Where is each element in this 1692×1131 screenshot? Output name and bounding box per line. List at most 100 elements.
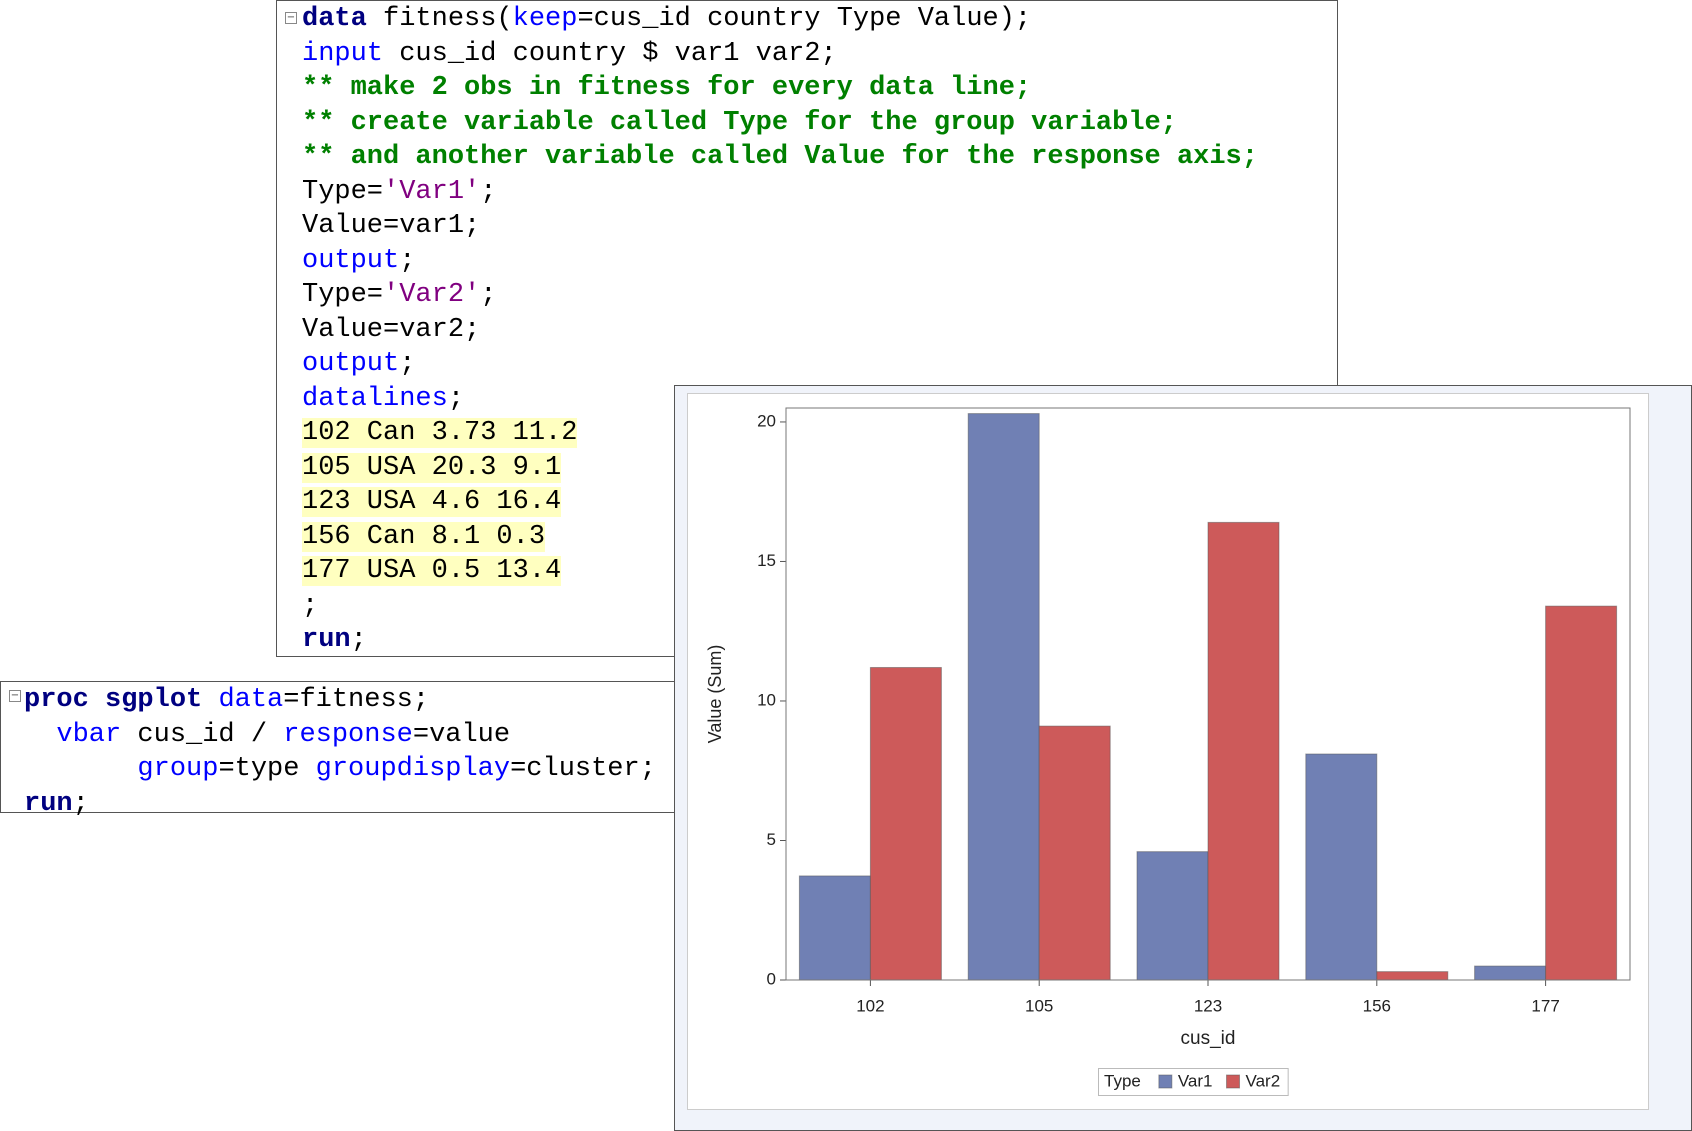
legend-label: Var1 <box>1178 1071 1213 1090</box>
x-tick-label: 102 <box>856 996 884 1015</box>
bar <box>798 875 871 981</box>
code-token: groupdisplay <box>315 754 511 784</box>
code-token: ** and another variable called Value for… <box>302 142 1258 172</box>
code-token: cus_id country $ var1 var2; <box>383 38 837 69</box>
code-line: 177 USA 0.5 13.4 <box>302 554 562 588</box>
legend-swatch <box>1158 1074 1173 1089</box>
code-token: run <box>302 625 351 655</box>
y-tick-label: 0 <box>767 969 776 988</box>
code-line: ; <box>302 589 318 623</box>
chart-window: 0 5 10 15 20 102 105 123 156 177 cus_id Value (Sum)… <box>674 385 1692 1131</box>
code-line: Value=var2; <box>302 313 480 347</box>
code-line: Value=var1; <box>302 209 480 243</box>
x-tick-label: 156 <box>1363 996 1391 1015</box>
code-token: output <box>302 245 400 276</box>
code-token: proc sgplot <box>24 685 203 715</box>
code-token: ** make 2 obs in fitness for every data … <box>302 73 1032 103</box>
code-token: ; <box>399 349 416 379</box>
code-token: Value=var2; <box>302 314 481 345</box>
code-token: cus_id / <box>121 719 284 750</box>
code-line: proc sgplot data=fitness; <box>24 683 429 717</box>
code-token: =value <box>412 719 511 750</box>
code-line: 102 Can 3.73 11.2 <box>302 416 578 450</box>
y-tick-label: 20 <box>757 411 776 430</box>
code-token: 105 USA 20.3 9.1 <box>302 452 562 483</box>
code-token: keep <box>512 4 578 34</box>
code-token: =fitness; <box>283 685 430 715</box>
code-token: vbar <box>24 719 122 750</box>
code-token: 177 USA 0.5 13.4 <box>302 556 562 586</box>
x-tick-label: 105 <box>1025 996 1053 1015</box>
bar <box>1474 965 1547 981</box>
bar <box>1207 521 1280 981</box>
code-token <box>202 685 218 715</box>
fold-marker[interactable]: − <box>9 690 21 702</box>
code-token: run <box>24 788 73 819</box>
fold-marker[interactable]: − <box>285 12 297 24</box>
code-token: 156 Can 8.1 0.3 <box>302 521 546 552</box>
code-line: output; <box>302 244 415 278</box>
legend-label: Var2 <box>1246 1071 1281 1090</box>
code-token: Type= <box>302 176 384 207</box>
bar <box>1038 725 1111 981</box>
code-editor: − data fitness(keep=cus_id country Type … <box>276 0 1338 657</box>
code-token: ** create variable called Type for the g… <box>302 107 1177 138</box>
x-axis-label: cus_id <box>1181 1028 1236 1049</box>
legend-box <box>1098 1068 1289 1096</box>
code-token: 123 USA 4.6 16.4 <box>302 487 562 517</box>
code-token: 'Var2' <box>383 280 481 310</box>
code-token: data <box>302 4 367 34</box>
legend-swatch <box>1226 1074 1241 1089</box>
code-line: Type='Var2'; <box>302 278 496 312</box>
x-tick-label: 123 <box>1194 996 1222 1015</box>
code-line: ** and another variable called Value for… <box>302 140 1258 174</box>
y-axis-label: Value (Sum) <box>705 645 725 744</box>
code-line: Type='Var1'; <box>302 175 496 209</box>
legend: Type Var1 Var2 <box>1098 1068 1289 1096</box>
code-token: ; <box>480 280 497 310</box>
code-line: input cus_id country $ var1 var2; <box>302 37 837 71</box>
x-tick-label: 177 <box>1531 996 1559 1015</box>
code-token: datalines <box>302 383 448 414</box>
bar <box>1305 753 1378 981</box>
code-editor: − proc sgplot data=fitness; vbar cus_id … <box>0 681 686 819</box>
code-line: output; <box>302 347 415 381</box>
code-token: 'Var1' <box>383 176 481 207</box>
code-line: ** create variable called Type for the g… <box>302 106 1177 140</box>
code-token: group <box>24 754 219 784</box>
bar <box>1136 851 1209 981</box>
y-tick-label: 15 <box>757 551 776 570</box>
plot-frame <box>785 407 1631 981</box>
code-token: ; <box>350 625 367 655</box>
y-tick-label: 10 <box>757 690 776 709</box>
y-tick-label: 5 <box>767 830 776 849</box>
bar <box>1545 605 1618 981</box>
code-token: ; <box>447 383 465 414</box>
code-line: vbar cus_id / response=value <box>24 718 510 752</box>
code-line: data fitness(keep=cus_id country Type Va… <box>302 2 1031 36</box>
code-token: Value=var1; <box>302 211 481 241</box>
code-line: run; <box>302 623 367 657</box>
code-token: output <box>302 349 400 379</box>
bar <box>869 666 942 981</box>
code-token: input <box>302 38 384 69</box>
bar <box>967 413 1040 981</box>
code-token: =cus_id country Type Value); <box>577 4 1032 34</box>
code-token: ; <box>72 788 89 819</box>
code-line: group=type groupdisplay=cluster; <box>24 752 656 786</box>
code-token: ; <box>399 245 416 276</box>
bar <box>1376 971 1449 981</box>
code-token: ; <box>480 176 497 207</box>
code-token: =cluster; <box>510 754 656 784</box>
code-token: 102 Can 3.73 11.2 <box>302 418 578 448</box>
code-line: 105 USA 20.3 9.1 <box>302 451 562 485</box>
code-token: =type <box>218 754 316 784</box>
code-line: datalines; <box>302 382 464 416</box>
code-line: ** make 2 obs in fitness for every data … <box>302 71 1031 105</box>
code-line: run; <box>24 787 89 821</box>
code-token: response <box>283 719 413 750</box>
code-line: 156 Can 8.1 0.3 <box>302 520 546 554</box>
graph-frame <box>687 393 1649 1110</box>
legend-title: Type <box>1104 1071 1141 1090</box>
